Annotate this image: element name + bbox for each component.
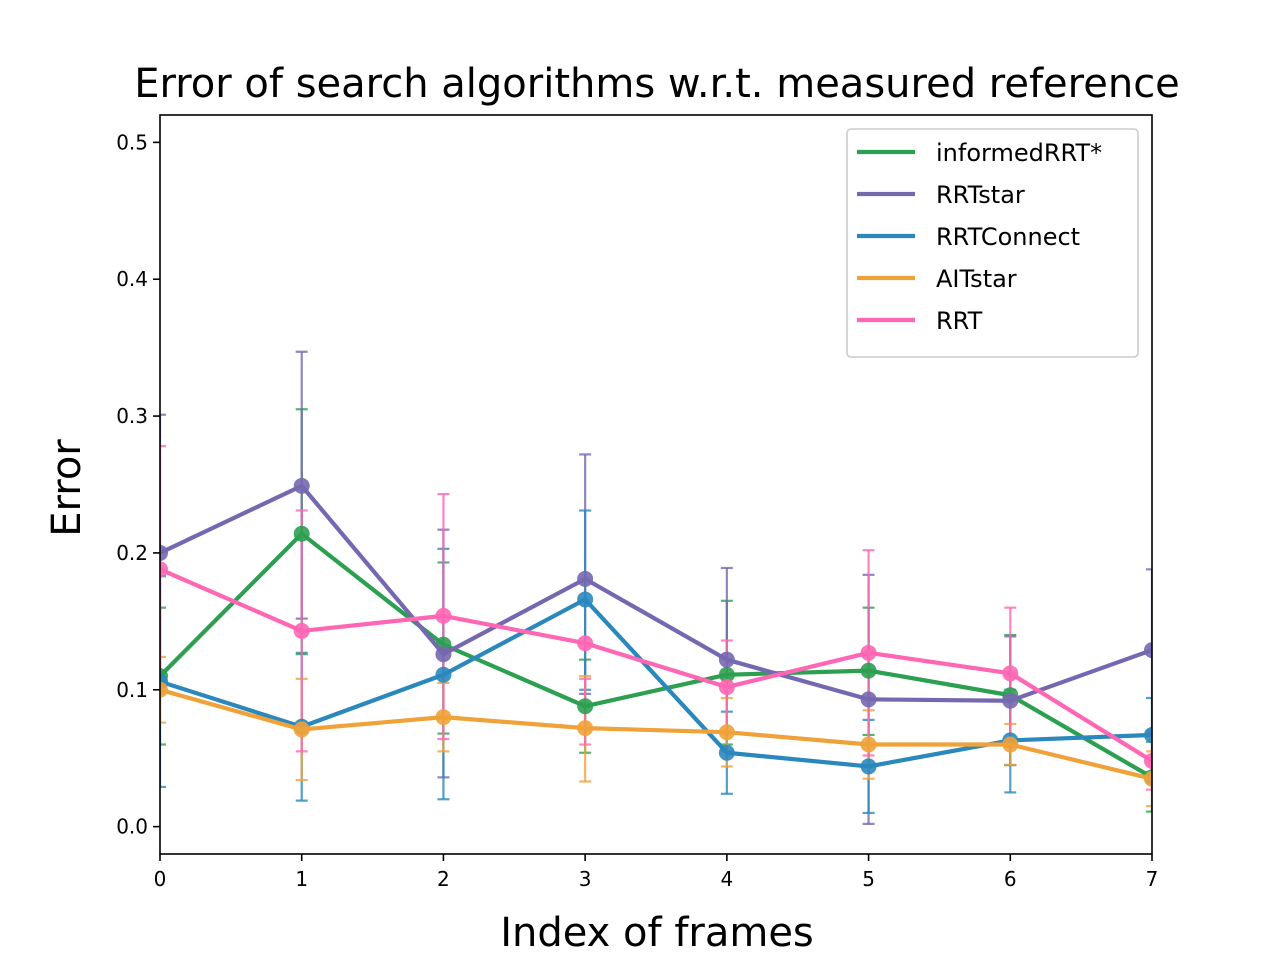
data-point (718, 651, 735, 668)
series-line (160, 483, 1152, 703)
data-point (1002, 692, 1019, 709)
x-tick-label: 6 (1004, 867, 1017, 891)
data-point (160, 681, 168, 698)
data-point (435, 646, 452, 663)
data-point (435, 709, 452, 726)
legend-label: RRTstar (936, 181, 1025, 209)
data-point (160, 544, 168, 561)
legend-item: RRT (857, 307, 983, 335)
x-tick-label: 3 (579, 867, 592, 891)
data-point (1144, 752, 1152, 769)
data-point (718, 724, 735, 741)
data-point (1002, 736, 1019, 753)
data-point (1144, 726, 1152, 743)
y-tick-label: 0.2 (116, 541, 148, 565)
legend-box (846, 128, 1139, 358)
data-point (160, 561, 168, 578)
x-tick-label: 5 (862, 867, 875, 891)
x-tick-label: 1 (295, 867, 308, 891)
data-point (293, 525, 310, 542)
series-line (160, 687, 1152, 781)
data-point (860, 662, 877, 679)
data-point (860, 758, 877, 775)
y-tick-label: 0.0 (116, 815, 148, 839)
plot-area (160, 350, 1152, 825)
y-tick-label: 0.4 (116, 267, 148, 291)
y-tick-label: 0.5 (116, 130, 148, 154)
x-tick-label: 7 (1146, 867, 1159, 891)
data-point (293, 721, 310, 738)
series-line-group-4 (160, 561, 1152, 769)
chart-title: Error of search algorithms w.r.t. measur… (134, 61, 1180, 107)
data-point (435, 666, 452, 683)
legend-item: AITstar (857, 265, 1017, 293)
data-point (293, 622, 310, 639)
data-point (860, 644, 877, 661)
legend-item: RRTstar (857, 181, 1025, 209)
legend-label: RRT (936, 307, 983, 335)
series-line (160, 531, 1152, 780)
x-tick-label: 2 (437, 867, 450, 891)
legend-label: AITstar (936, 265, 1017, 293)
x-axis-title: Index of frames (500, 910, 814, 956)
data-point (577, 570, 594, 587)
x-tick-label: 0 (154, 867, 167, 891)
series-line (160, 567, 1152, 763)
data-point (718, 679, 735, 696)
series-line-group-1 (160, 477, 1152, 709)
legend-item: RRTConnect (857, 223, 1080, 251)
data-point (293, 477, 310, 494)
data-point (1144, 642, 1152, 659)
legend-label: informedRRT* (936, 139, 1102, 167)
data-point (577, 591, 594, 608)
data-point (577, 635, 594, 652)
y-tick-label: 0.3 (116, 404, 148, 428)
axes-frame (159, 114, 1153, 855)
data-point (718, 744, 735, 761)
data-point (577, 698, 594, 715)
axes: 0 1 2 3 4 5 6 7 0.0 0.1 0.2 0.3 0.4 0.5 (116, 130, 1158, 891)
data-point (1144, 770, 1152, 787)
data-point (577, 720, 594, 737)
legend-label: RRTConnect (936, 223, 1080, 251)
series-line-group-3 (160, 681, 1152, 787)
data-point (860, 736, 877, 753)
y-axis-title: Error (44, 439, 90, 537)
data-point (718, 666, 735, 683)
x-tick-label: 4 (720, 867, 733, 891)
data-point (435, 607, 452, 624)
legend: informedRRT* RRTstar RRTConnect AITstar RRT (846, 128, 1139, 358)
legend-item: informedRRT* (857, 139, 1102, 167)
data-point (1002, 665, 1019, 682)
y-tick-label: 0.1 (116, 678, 148, 702)
data-point (860, 691, 877, 708)
